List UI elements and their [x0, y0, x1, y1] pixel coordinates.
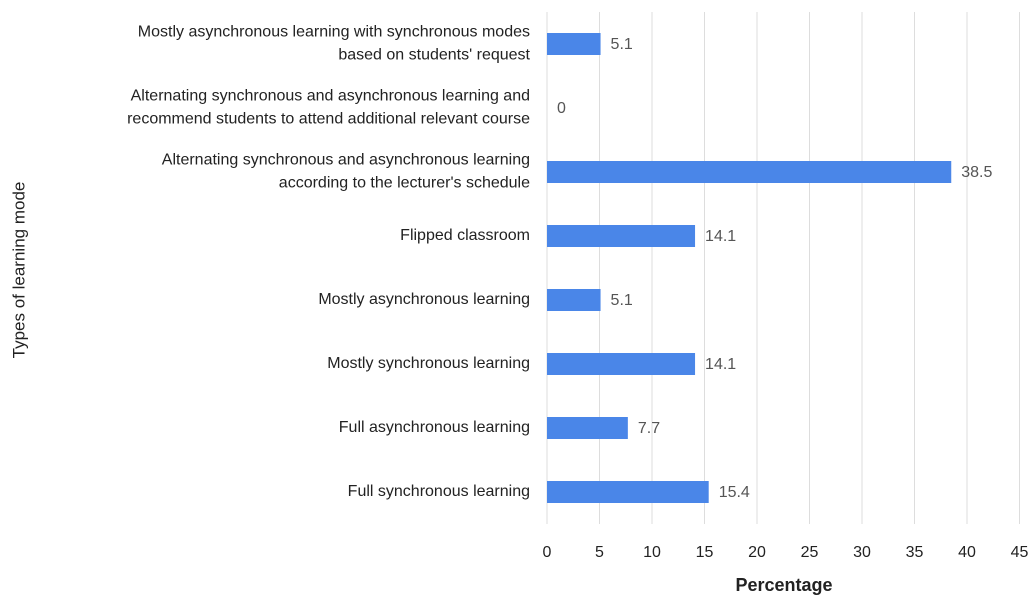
y-tick-label: Mostly synchronous learning	[327, 355, 530, 372]
y-tick-label: based on students' request	[338, 47, 530, 64]
y-tick-label: Alternating synchronous and asynchronous…	[131, 88, 530, 105]
x-tick-label: 20	[748, 544, 766, 561]
x-tick-label: 10	[643, 544, 661, 561]
x-axis-label: Percentage	[735, 575, 832, 595]
value-label: 0	[557, 100, 566, 117]
x-tick-label: 15	[696, 544, 714, 561]
y-tick-label: Mostly asynchronous learning	[318, 291, 530, 308]
bar	[547, 33, 601, 55]
y-tick-label: Mostly asynchronous learning with synchr…	[138, 24, 530, 41]
x-tick-label: 5	[595, 544, 604, 561]
bar	[547, 481, 709, 503]
value-label: 5.1	[611, 36, 633, 53]
y-tick-label: according to the lecturer's schedule	[279, 175, 530, 192]
bar	[547, 161, 952, 183]
x-tick-label: 0	[543, 544, 552, 561]
value-label: 14.1	[705, 228, 736, 245]
y-tick-label: Alternating synchronous and asynchronous…	[162, 152, 530, 169]
y-tick-label: Full asynchronous learning	[339, 419, 530, 436]
value-label: 38.5	[961, 164, 992, 181]
bar	[547, 225, 696, 247]
bar	[547, 417, 628, 439]
value-label: 14.1	[705, 356, 736, 373]
x-tick-label: 25	[801, 544, 819, 561]
y-tick-label: Full synchronous learning	[348, 483, 530, 500]
x-tick-label: 40	[958, 544, 976, 561]
bar	[547, 289, 601, 311]
bar	[547, 353, 696, 375]
y-axis-label: Types of learning mode	[9, 182, 28, 359]
x-tick-label: 35	[906, 544, 924, 561]
x-tick-label: 30	[853, 544, 871, 561]
y-tick-label: recommend students to attend additional …	[127, 111, 530, 128]
value-label: 5.1	[611, 292, 633, 309]
x-tick-label: 45	[1011, 544, 1029, 561]
y-tick-label: Flipped classroom	[400, 227, 530, 244]
value-label: 15.4	[719, 484, 750, 501]
value-label: 7.7	[638, 420, 660, 437]
